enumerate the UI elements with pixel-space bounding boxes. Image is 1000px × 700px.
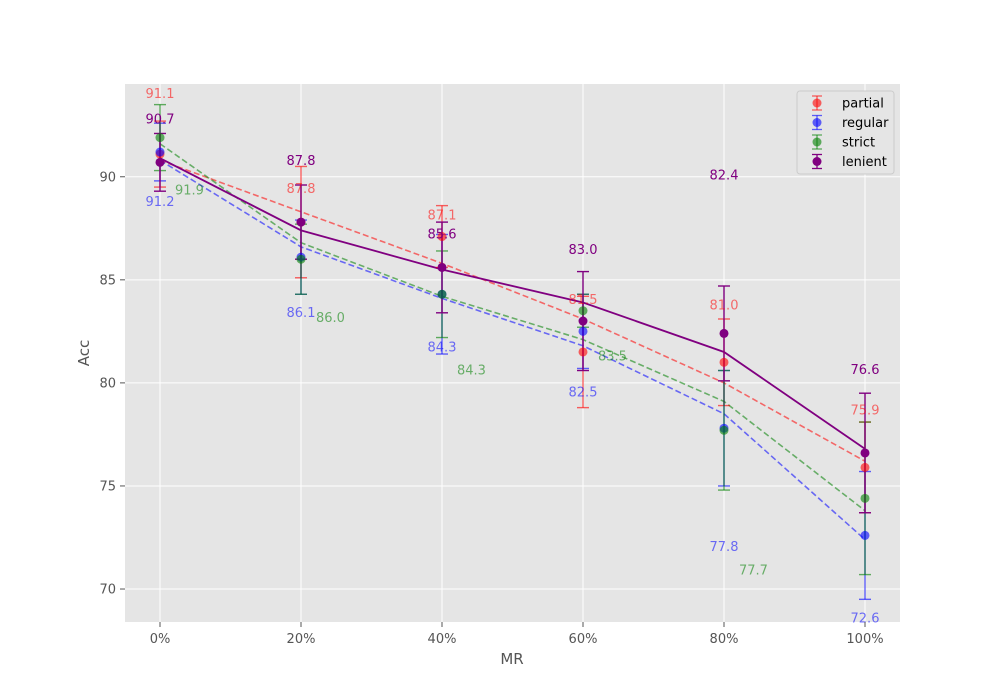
data-point-regular [860, 530, 870, 540]
x-tick-label: 40% [428, 632, 457, 647]
data-point-partial [860, 462, 870, 472]
y-tick-label: 85 [99, 273, 116, 288]
series-line-strict [159, 143, 866, 512]
data-label-strict: 77.7 [739, 563, 768, 578]
x-tick-label: 0% [150, 632, 171, 647]
data-point-partial [719, 357, 729, 367]
data-point-lenient [719, 328, 729, 338]
data-point-strict [719, 425, 729, 435]
data-label-lenient: 83.0 [569, 243, 598, 258]
y-tick-label: 90 [99, 170, 116, 185]
legend-label-regular: regular [842, 116, 889, 131]
data-label-regular: 77.8 [710, 540, 739, 555]
data-label-regular: 72.6 [851, 611, 880, 626]
data-label-regular: 86.1 [287, 306, 316, 321]
data-point-lenient [437, 262, 447, 272]
x-axis-ticks: 0% 20% 40% 60% 80% 100% [150, 622, 884, 647]
series-lines [159, 143, 866, 541]
data-label-partial: 81.0 [710, 298, 739, 313]
legend: partial regular strict lenient [796, 90, 895, 175]
data-label-partial: 87.1 [428, 209, 457, 224]
data-label-partial: 75.9 [851, 403, 880, 418]
data-label-partial: 81.5 [569, 293, 598, 308]
legend-marker-regular [812, 118, 822, 127]
legend-marker-lenient [812, 157, 822, 166]
series-line-partial [159, 159, 866, 462]
x-tick-label: 20% [287, 632, 316, 647]
data-point-strict [155, 133, 165, 143]
y-axis-ticks: 70 75 80 85 90 [99, 170, 125, 598]
data-point-lenient [296, 217, 306, 227]
data-label-strict: 91.9 [175, 184, 204, 199]
data-label-lenient: 82.4 [710, 168, 739, 183]
data-point-strict [860, 493, 870, 503]
data-point-partial [578, 347, 588, 357]
data-point-strict [437, 289, 447, 299]
data-point-partial [437, 232, 447, 242]
data-labels: 91.1 87.8 87.1 81.5 81.0 75.9 91.2 86.1 84.3 82.5… [146, 87, 909, 700]
y-tick-label: 80 [99, 376, 116, 391]
data-point-strict [296, 254, 306, 264]
legend-marker-partial [812, 98, 822, 108]
plot-background [125, 84, 900, 622]
data-point-lenient [155, 157, 165, 167]
y-tick-label: 70 [99, 583, 116, 598]
data-point-strict [578, 306, 588, 316]
data-label-partial: 87.8 [287, 182, 316, 197]
series-line-lenient [159, 157, 866, 450]
data-point-regular [578, 326, 588, 336]
data-label-lenient: 87.8 [287, 154, 316, 169]
data-label-regular: 91.2 [146, 195, 175, 210]
data-label-strict: 86.0 [316, 311, 345, 326]
legend-label-lenient: lenient [842, 155, 887, 170]
legend-marker-strict [812, 137, 822, 147]
data-label-lenient: 85.6 [428, 227, 457, 242]
data-label-regular: 84.3 [428, 340, 457, 355]
data-label-lenient: 90.7 [146, 112, 175, 127]
x-axis-label: MR [500, 650, 523, 668]
data-points [155, 133, 870, 540]
y-tick-label: 75 [99, 479, 116, 494]
legend-label-strict: strict [842, 136, 875, 151]
data-label-lenient: 76.6 [851, 363, 880, 378]
legend-label-partial: partial [842, 97, 884, 112]
series-line-regular [159, 159, 866, 541]
data-label-strict: 84.3 [457, 363, 486, 378]
legend-box [796, 90, 895, 175]
x-tick-label: 60% [569, 632, 598, 647]
data-label-regular: 82.5 [569, 385, 598, 400]
y-axis-label: Acc [75, 340, 93, 367]
data-label-partial: 91.1 [146, 87, 175, 102]
data-point-lenient [860, 448, 870, 458]
x-tick-label: 80% [710, 632, 739, 647]
data-point-regular [155, 147, 165, 157]
data-label-strict: 83.5 [598, 350, 627, 365]
x-tick-label: 100% [846, 632, 883, 647]
data-point-lenient [578, 316, 588, 326]
